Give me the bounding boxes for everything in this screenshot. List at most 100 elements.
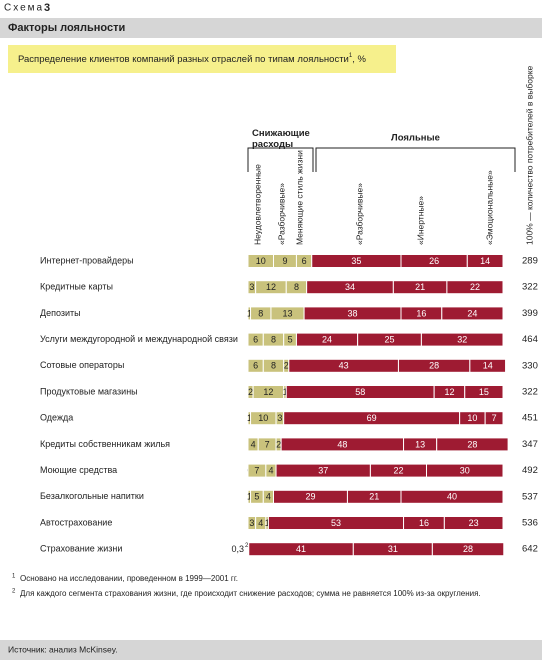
- data-label: 0,3: [231, 544, 244, 554]
- bar-segment: [466, 254, 504, 268]
- sample-value: 492: [522, 465, 538, 476]
- bar-segment: [443, 516, 504, 530]
- group-bracket: [247, 147, 314, 172]
- sample-value: 464: [522, 334, 538, 345]
- bar-segment: [400, 489, 504, 504]
- data-label: 10: [467, 413, 477, 423]
- category-label: Депозиты: [40, 308, 81, 318]
- data-label: 58: [355, 387, 365, 397]
- group-label: Снижающие расходы: [252, 128, 310, 150]
- category-label: Интернет-провайдеры: [40, 255, 134, 265]
- sample-value: 642: [522, 544, 538, 555]
- subtitle-note: 1: [349, 53, 353, 59]
- data-label: 12: [266, 282, 276, 292]
- data-label: 25: [385, 334, 395, 344]
- data-label: 3: [249, 282, 254, 292]
- data-label: 6: [253, 361, 258, 371]
- series-label: «Эмоциональные»: [484, 170, 494, 245]
- data-label: 16: [419, 518, 429, 528]
- data-label: 21: [369, 492, 379, 502]
- category-label: Кредиты собственникам жилья: [40, 439, 170, 449]
- data-label: 8: [294, 282, 299, 292]
- data-label: 26: [429, 256, 439, 266]
- sample-value: 537: [522, 491, 538, 502]
- bar-segment: [436, 437, 509, 452]
- data-label: 1: [247, 413, 252, 423]
- data-label: 6: [302, 256, 307, 266]
- category-label: Услуги междугородной и международной свя…: [40, 334, 238, 344]
- data-label: 8: [271, 334, 276, 344]
- sample-value: 322: [522, 387, 538, 398]
- category-label: Безалкогольные напитки: [40, 491, 144, 501]
- data-label: 13: [283, 308, 293, 318]
- data-label: 5: [254, 492, 259, 502]
- data-label: 7: [492, 413, 497, 423]
- data-label: 69: [367, 413, 377, 423]
- data-label: 38: [348, 308, 358, 318]
- data-label: 7: [254, 465, 259, 475]
- sample-value: 536: [522, 518, 538, 529]
- sample-value: 322: [522, 282, 538, 293]
- source-bar: [0, 640, 542, 660]
- title-bar: [0, 18, 542, 38]
- series-label: «Инертные»: [415, 196, 425, 245]
- chart-subtitle: Распределение клиентов компаний разных о…: [18, 53, 366, 65]
- category-note: 2: [245, 543, 249, 549]
- data-label: 4: [268, 465, 273, 475]
- category-label: Продуктовые магазины: [40, 386, 138, 396]
- series-label: Меняющие стиль жизни: [294, 150, 304, 245]
- data-label: 14: [480, 256, 490, 266]
- data-label: 37: [318, 465, 328, 475]
- data-label: 9: [282, 256, 287, 266]
- series-label: Неудовлетворенные: [252, 164, 262, 245]
- sample-label: 100% — количество потребителей в выборке: [524, 65, 534, 245]
- subtitle-unit: , %: [352, 54, 366, 65]
- chart-title: Факторы лояльности: [8, 22, 125, 34]
- data-label: 1: [283, 387, 288, 397]
- sample-value: 289: [522, 256, 538, 267]
- data-label: 13: [415, 439, 425, 449]
- data-label: 16: [416, 308, 426, 318]
- footnote-text: Для каждого сегмента страхования жизни, …: [20, 589, 481, 598]
- data-label: 21: [415, 282, 425, 292]
- data-label: 29: [305, 492, 315, 502]
- data-label: 12: [444, 387, 454, 397]
- sample-value: 330: [522, 360, 538, 371]
- data-label: 2: [276, 439, 281, 449]
- footnote-marker: 1: [12, 574, 16, 580]
- data-label: 2: [284, 361, 289, 371]
- data-label: 53: [331, 518, 341, 528]
- subtitle-box: [8, 45, 396, 73]
- data-label: 28: [463, 544, 473, 554]
- category-label: Кредитные карты: [40, 282, 113, 292]
- footnote-text: Основано на исследовании, проведенном в …: [20, 574, 238, 583]
- series-label: «Разборчивые»: [354, 183, 364, 245]
- sample-value: 451: [522, 413, 538, 424]
- data-label: 24: [467, 308, 477, 318]
- data-label: 28: [429, 361, 439, 371]
- bar-segment: [441, 306, 504, 321]
- data-label: 6: [253, 334, 258, 344]
- subtitle-text: Распределение клиентов компаний разных о…: [18, 54, 349, 65]
- data-label: 14: [483, 361, 493, 371]
- data-label: 3: [249, 518, 254, 528]
- data-label: 7: [265, 439, 270, 449]
- category-label: Моющие средства: [40, 465, 117, 475]
- source: Источник: анализ McKinsey.: [8, 644, 118, 654]
- footnote-marker: 2: [12, 589, 16, 595]
- data-label: 8: [271, 361, 276, 371]
- data-label: 1: [247, 492, 252, 502]
- data-label: 1: [265, 518, 270, 528]
- sample-value: 347: [522, 439, 538, 450]
- series-label: «Разборчивые»: [276, 183, 286, 245]
- group-bracket: [315, 147, 516, 172]
- data-label: 22: [470, 282, 480, 292]
- data-label: 10: [256, 256, 266, 266]
- data-label: 22: [393, 465, 403, 475]
- category-label: Сотовые операторы: [40, 360, 124, 370]
- bar-segment: [469, 358, 507, 373]
- data-label: 23: [469, 518, 479, 528]
- data-label: 8: [258, 308, 263, 318]
- bar-segment: [446, 280, 504, 295]
- data-label: 4: [258, 518, 263, 528]
